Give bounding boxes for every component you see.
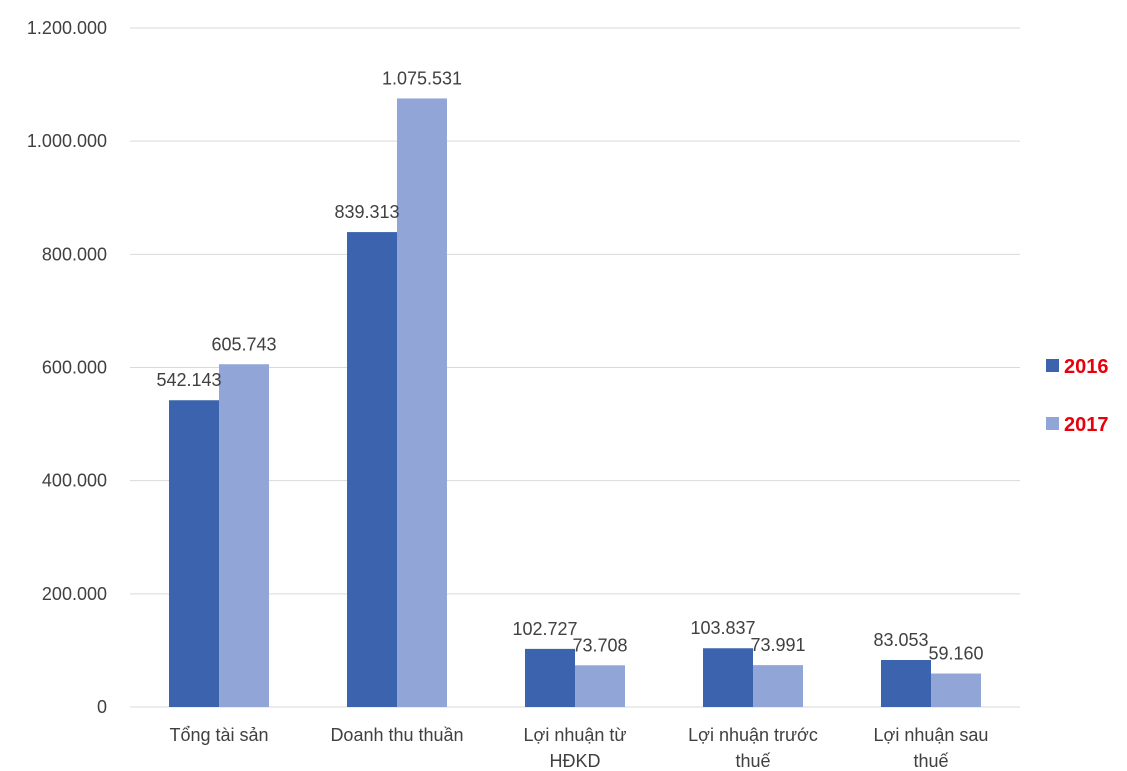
y-tick-label: 200.000 [42,584,107,604]
legend: 2016 2017 [1046,356,1109,436]
x-tick-label: Lợi nhuận sau [874,725,989,745]
data-label: 83.053 [873,630,928,650]
data-label: 542.143 [156,370,221,390]
bars [169,98,981,707]
x-tick-label: thuế [913,751,948,771]
bar-2016-2 [347,232,397,707]
y-tick-label: 600.000 [42,358,107,378]
x-tick-label: Doanh thu thuần [330,725,463,745]
gridlines [130,27,1020,708]
y-axis-ticks: 0 200.000 400.000 600.000 800.000 1.000.000 1.… [27,18,107,717]
bar-2017-4 [753,665,803,707]
legend-label-2017: 2017 [1064,414,1109,436]
bar-2017-5 [931,673,981,707]
legend-label-2016: 2016 [1064,356,1109,378]
bar-2016-1 [169,400,219,707]
bar-2017-3 [575,665,625,707]
data-label: 103.837 [690,618,755,638]
y-tick-label: 0 [97,697,107,717]
data-label: 1.075.531 [382,68,462,88]
y-tick-label: 400.000 [42,471,107,491]
x-tick-label: thuế [735,751,770,771]
data-label: 605.743 [211,334,276,354]
data-label: 73.708 [572,635,627,655]
legend-swatch-2016 [1046,359,1059,372]
data-labels: 542.143 839.313 102.727 103.837 83.053 605.74… [156,68,983,663]
data-label: 59.160 [928,644,983,664]
bar-2016-3 [525,648,575,707]
data-label: 73.991 [750,635,805,655]
data-label: 102.727 [512,619,577,639]
x-tick-label: HĐKD [549,751,600,771]
x-axis-ticks: Tổng tài sản Doanh thu thuần Lợi nhuận từ H… [169,725,988,771]
legend-swatch-2017 [1046,417,1059,430]
data-label: 839.313 [334,202,399,222]
x-tick-label: Lợi nhuận trước [688,725,818,745]
x-tick-label: Tổng tài sản [169,725,268,745]
bar-2016-4 [703,648,753,707]
bar-2017-2 [397,98,447,707]
bar-2016-5 [881,660,931,707]
y-tick-label: 1.000.000 [27,131,107,151]
x-tick-label: Lợi nhuận từ [524,725,627,745]
y-tick-label: 800.000 [42,244,107,264]
bar-2017-1 [219,364,269,707]
y-tick-label: 1.200.000 [27,18,107,38]
